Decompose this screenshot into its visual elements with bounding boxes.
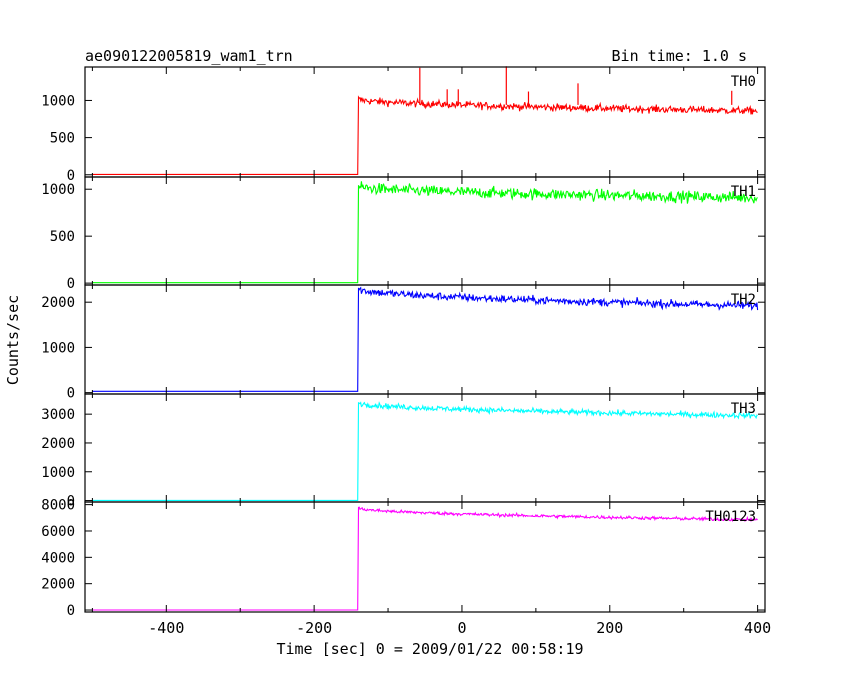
panel-frame [84,66,766,178]
panel-label: TH0123 [705,509,756,525]
x-tick-label: -400 [148,619,184,637]
y-tick-label: 8000 [41,498,75,514]
panel-label: TH3 [731,401,756,417]
y-tick-label: 1000 [41,340,75,356]
y-tick-label: 1000 [41,465,75,481]
y-tick-label: 0 [67,494,75,510]
y-tick-label: 0 [67,603,75,619]
x-tick-label: 400 [744,619,771,637]
panel-label: TH1 [731,184,756,200]
x-axis-label: Time [sec] 0 = 2009/01/22 00:58:19 [276,640,583,658]
y-tick-label: 2000 [41,577,75,593]
panel-label: TH0 [731,74,756,90]
y-tick-label: 0 [67,168,75,184]
y-tick-label: 2000 [41,436,75,452]
y-axis-label: Counts/sec [4,295,22,385]
panel-th0123: 0 2000 4000 6000 8000 TH0123 [41,498,766,619]
chart-title: ae090122005819_wam1_trn [85,47,293,65]
series-line-th1 [92,181,758,284]
panel-frame [84,284,766,395]
panel-th2: 0 1000 2000 TH2 [41,284,766,402]
y-tick-label: 0 [67,276,75,292]
x-tick-label: -200 [296,619,332,637]
panel-frame [84,393,766,503]
panel-label: TH2 [731,292,756,308]
y-tick-label: 500 [50,229,75,245]
y-tick-label: 0 [67,386,75,402]
y-tick-label: 500 [50,131,75,147]
series-line-th0 [92,95,758,175]
panel-th1: 0 500 1000 TH1 [41,176,766,292]
series-line-th3 [92,401,758,501]
y-tick-label: 1000 [41,93,75,109]
y-tick-label: 3000 [41,407,75,423]
panel-th0: 0 500 1000 TH0 [41,66,766,184]
series-line-th0123 [92,506,758,611]
bin-time-label: Bin time: 1.0 s [612,47,747,65]
y-tick-label: 2000 [41,295,75,311]
y-tick-label: 1000 [41,182,75,198]
y-tick-label: 4000 [41,550,75,566]
panel-th3: 0 1000 2000 3000 TH3 [41,393,766,510]
series-line-th2 [92,286,759,392]
x-tick-label: 200 [596,619,623,637]
y-tick-label: 6000 [41,524,75,540]
x-tick-label: 0 [457,619,466,637]
